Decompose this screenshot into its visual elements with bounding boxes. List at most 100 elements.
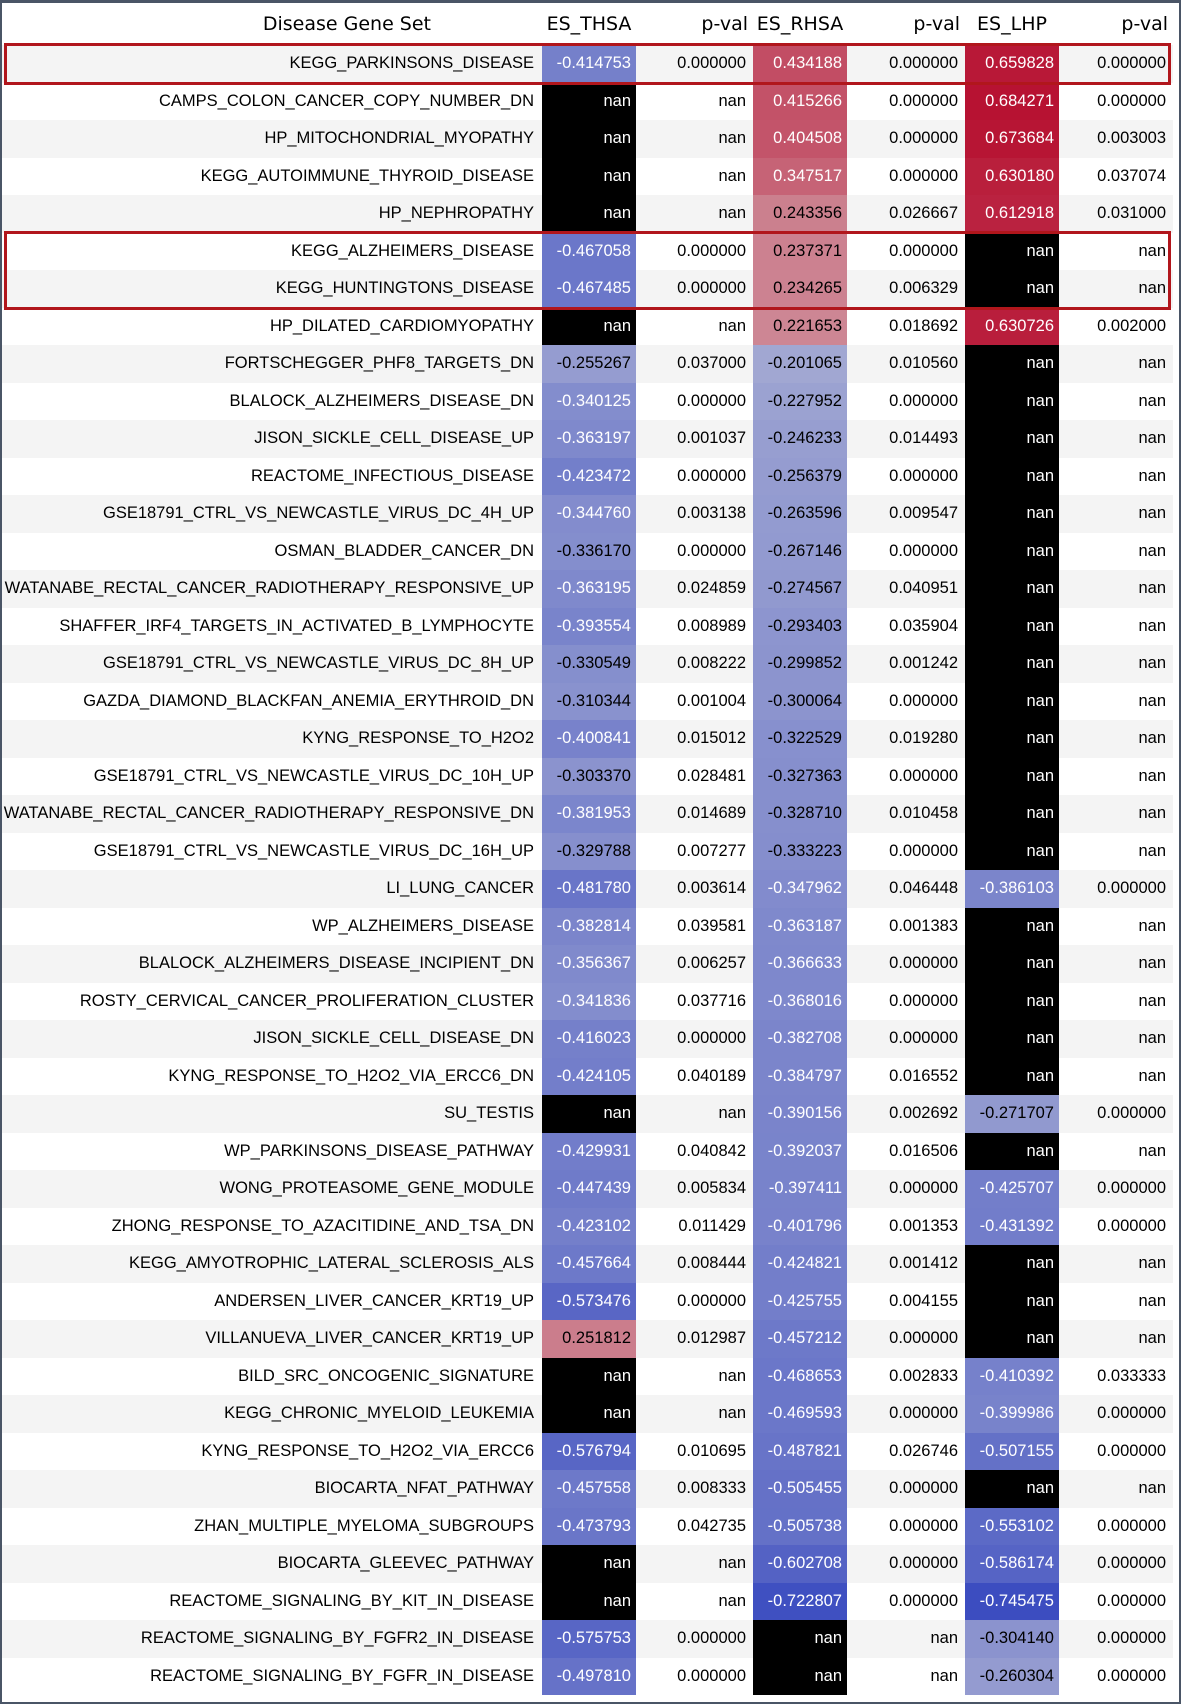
cell-pval-thsa: nan xyxy=(718,91,746,110)
cell-pval-lhp: nan xyxy=(1059,645,1173,683)
cell-es-lhp: -0.553102 xyxy=(965,1507,1059,1545)
table-row: KYNG_RESPONSE_TO_H2O2_VIA_ERCC6_DN -0.424… xyxy=(2,1057,1173,1095)
cell-pval-rhsa: 0.009547 xyxy=(847,495,965,533)
table-row: WATANABE_RECTAL_CANCER_RADIOTHERAPY_RESP… xyxy=(2,795,1173,833)
cell-pval-rhsa: 0.000000 xyxy=(847,1320,965,1358)
cell-es-lhp: nan xyxy=(965,495,1059,533)
cell-es-thsa: -0.393554 xyxy=(542,607,636,645)
cell-pval-thsa: 0.005834 xyxy=(636,1170,753,1208)
cell-es-thsa: -0.382814 xyxy=(542,907,636,945)
cell-es-lhp: nan xyxy=(965,270,1059,308)
table-row: KEGG_AUTOIMMUNE_THYROID_DISEASE nan nan 0.3… xyxy=(2,157,1173,195)
cell-pval-lhp: 0.000000 xyxy=(1097,1216,1166,1235)
cell-pval-rhsa: 0.000000 xyxy=(847,1020,965,1058)
cell-es-rhsa: -0.267146 xyxy=(753,532,847,570)
cell-pval-rhsa: 0.000000 xyxy=(889,241,958,260)
cell-pval-thsa: 0.028481 xyxy=(677,766,746,785)
table-row: KEGG_CHRONIC_MYELOID_LEUKEMIA nan nan -0.46… xyxy=(2,1395,1173,1433)
cell-es-rhsa: -0.722807 xyxy=(753,1582,847,1620)
cell-es-rhsa: -0.333223 xyxy=(753,832,847,870)
cell-pval-rhsa: nan xyxy=(930,1666,958,1685)
cell-es-lhp: nan xyxy=(965,720,1059,758)
cell-pval-rhsa: 0.000000 xyxy=(847,45,965,83)
cell-pval-rhsa: 0.010560 xyxy=(847,345,965,383)
cell-es-thsa: -0.400841 xyxy=(542,720,636,758)
cell-pval-lhp: nan xyxy=(1059,570,1173,608)
table-row: ZHAN_MULTIPLE_MYELOMA_SUBGROUPS -0.473793… xyxy=(2,1507,1173,1545)
cell-pval-rhsa: 0.001383 xyxy=(889,916,958,935)
cell-gene-set: HP_MITOCHONDRIAL_MYOPATHY xyxy=(2,120,542,158)
cell-pval-lhp: 0.000000 xyxy=(1097,1666,1166,1685)
table-row: BILD_SRC_ONCOGENIC_SIGNATURE nan nan -0.468… xyxy=(2,1357,1173,1395)
cell-pval-rhsa: 0.000000 xyxy=(847,945,965,983)
cell-es-rhsa: -0.368016 xyxy=(753,982,847,1020)
cell-gene-set: KYNG_RESPONSE_TO_H2O2 xyxy=(2,720,542,758)
cell-pval-lhp: nan xyxy=(1138,841,1166,860)
cell-pval-lhp: 0.000000 xyxy=(1059,870,1173,908)
cell-es-lhp: nan xyxy=(965,457,1059,495)
cell-es-rhsa: -0.327363 xyxy=(753,757,847,795)
cell-pval-lhp: nan xyxy=(1059,795,1173,833)
cell-es-lhp: nan xyxy=(965,907,1059,945)
cell-pval-rhsa: 0.046448 xyxy=(847,870,965,908)
cell-es-lhp: nan xyxy=(965,1320,1059,1358)
cell-gene-set: CAMPS_COLON_CANCER_COPY_NUMBER_DN xyxy=(158,91,534,110)
cell-pval-lhp: 0.000000 xyxy=(1059,1620,1173,1658)
cell-es-rhsa: -0.322529 xyxy=(753,720,847,758)
cell-pval-thsa: 0.012987 xyxy=(636,1320,753,1358)
column-header-es-lhp: ES_LHP xyxy=(977,13,1047,35)
table-row: GAZDA_DIAMOND_BLACKFAN_ANEMIA_ERYTHROID_… xyxy=(2,682,1173,720)
cell-es-rhsa: nan xyxy=(753,1620,847,1658)
cell-pval-thsa: 0.000000 xyxy=(677,1291,746,1310)
cell-es-lhp: -0.399986 xyxy=(965,1395,1059,1433)
table-row: ANDERSEN_LIVER_CANCER_KRT19_UP -0.573476 0… xyxy=(2,1282,1173,1320)
table-row: WATANABE_RECTAL_CANCER_RADIOTHERAPY_RESP… xyxy=(2,570,1173,608)
cell-es-rhsa: -0.299852 xyxy=(753,645,847,683)
cell-pval-lhp: 0.000000 xyxy=(1059,1095,1173,1133)
cell-pval-thsa: 0.010695 xyxy=(677,1441,746,1460)
cell-pval-thsa: 0.000000 xyxy=(677,391,746,410)
cell-gene-set: KYNG_RESPONSE_TO_H2O2_VIA_ERCC6_DN xyxy=(168,1066,534,1085)
cell-pval-lhp: 0.000000 xyxy=(1059,1545,1173,1583)
cell-es-rhsa: -0.457212 xyxy=(753,1320,847,1358)
cell-es-lhp: nan xyxy=(965,1245,1059,1283)
cell-es-lhp: nan xyxy=(965,1132,1059,1170)
column-header-es-thsa: ES_THSA xyxy=(546,13,632,35)
cell-es-rhsa: -0.363187 xyxy=(753,907,847,945)
cell-es-rhsa: -0.469593 xyxy=(753,1395,847,1433)
cell-es-rhsa: -0.347962 xyxy=(753,870,847,908)
cell-es-thsa: -0.336170 xyxy=(542,532,636,570)
cell-pval-lhp: nan xyxy=(1138,766,1166,785)
cell-pval-lhp: nan xyxy=(1138,691,1166,710)
cell-pval-rhsa: 0.010458 xyxy=(847,795,965,833)
cell-es-rhsa: -0.468653 xyxy=(753,1357,847,1395)
cell-pval-thsa: 0.039581 xyxy=(677,916,746,935)
cell-es-lhp: -0.304140 xyxy=(965,1620,1059,1658)
cell-es-thsa: -0.423102 xyxy=(542,1207,636,1245)
cell-pval-lhp: 0.000000 xyxy=(1097,1591,1166,1610)
cell-gene-set: REACTOME_SIGNALING_BY_FGFR2_IN_DISEASE xyxy=(2,1620,542,1658)
cell-es-thsa: -0.344760 xyxy=(542,495,636,533)
cell-pval-rhsa: 0.000000 xyxy=(847,1470,965,1508)
cell-es-rhsa: 0.243356 xyxy=(753,195,847,233)
cell-pval-thsa: 0.011429 xyxy=(678,1216,746,1235)
cell-pval-rhsa: 0.000000 xyxy=(889,1516,958,1535)
cell-es-lhp: nan xyxy=(965,1470,1059,1508)
cell-pval-thsa: nan xyxy=(636,195,753,233)
cell-es-thsa: 0.251812 xyxy=(542,1320,636,1358)
cell-es-rhsa: 0.434188 xyxy=(753,45,847,83)
cell-pval-lhp: nan xyxy=(1138,241,1166,260)
table-row: KEGG_ALZHEIMERS_DISEASE -0.467058 0.000000… xyxy=(2,232,1173,270)
cell-es-lhp: 0.630726 xyxy=(965,307,1059,345)
cell-gene-set: GSE18791_CTRL_VS_NEWCASTLE_VIRUS_DC_8H_U… xyxy=(2,645,542,683)
cell-gene-set: ROSTY_CERVICAL_CANCER_PROLIFERATION_CLUS… xyxy=(79,991,534,1010)
cell-es-rhsa: -0.384797 xyxy=(753,1057,847,1095)
cell-pval-lhp: nan xyxy=(1059,1020,1173,1058)
cell-es-thsa: nan xyxy=(542,1357,636,1395)
cell-gene-set: KEGG_HUNTINGTONS_DISEASE xyxy=(2,270,542,308)
cell-es-rhsa: -0.300064 xyxy=(753,682,847,720)
cell-gene-set: ZHAN_MULTIPLE_MYELOMA_SUBGROUPS xyxy=(194,1516,534,1535)
cell-pval-lhp: nan xyxy=(1138,916,1166,935)
cell-gene-set: ZHONG_RESPONSE_TO_AZACITIDINE_AND_TSA_DN xyxy=(111,1216,534,1235)
cell-pval-rhsa: 0.000000 xyxy=(889,541,958,560)
